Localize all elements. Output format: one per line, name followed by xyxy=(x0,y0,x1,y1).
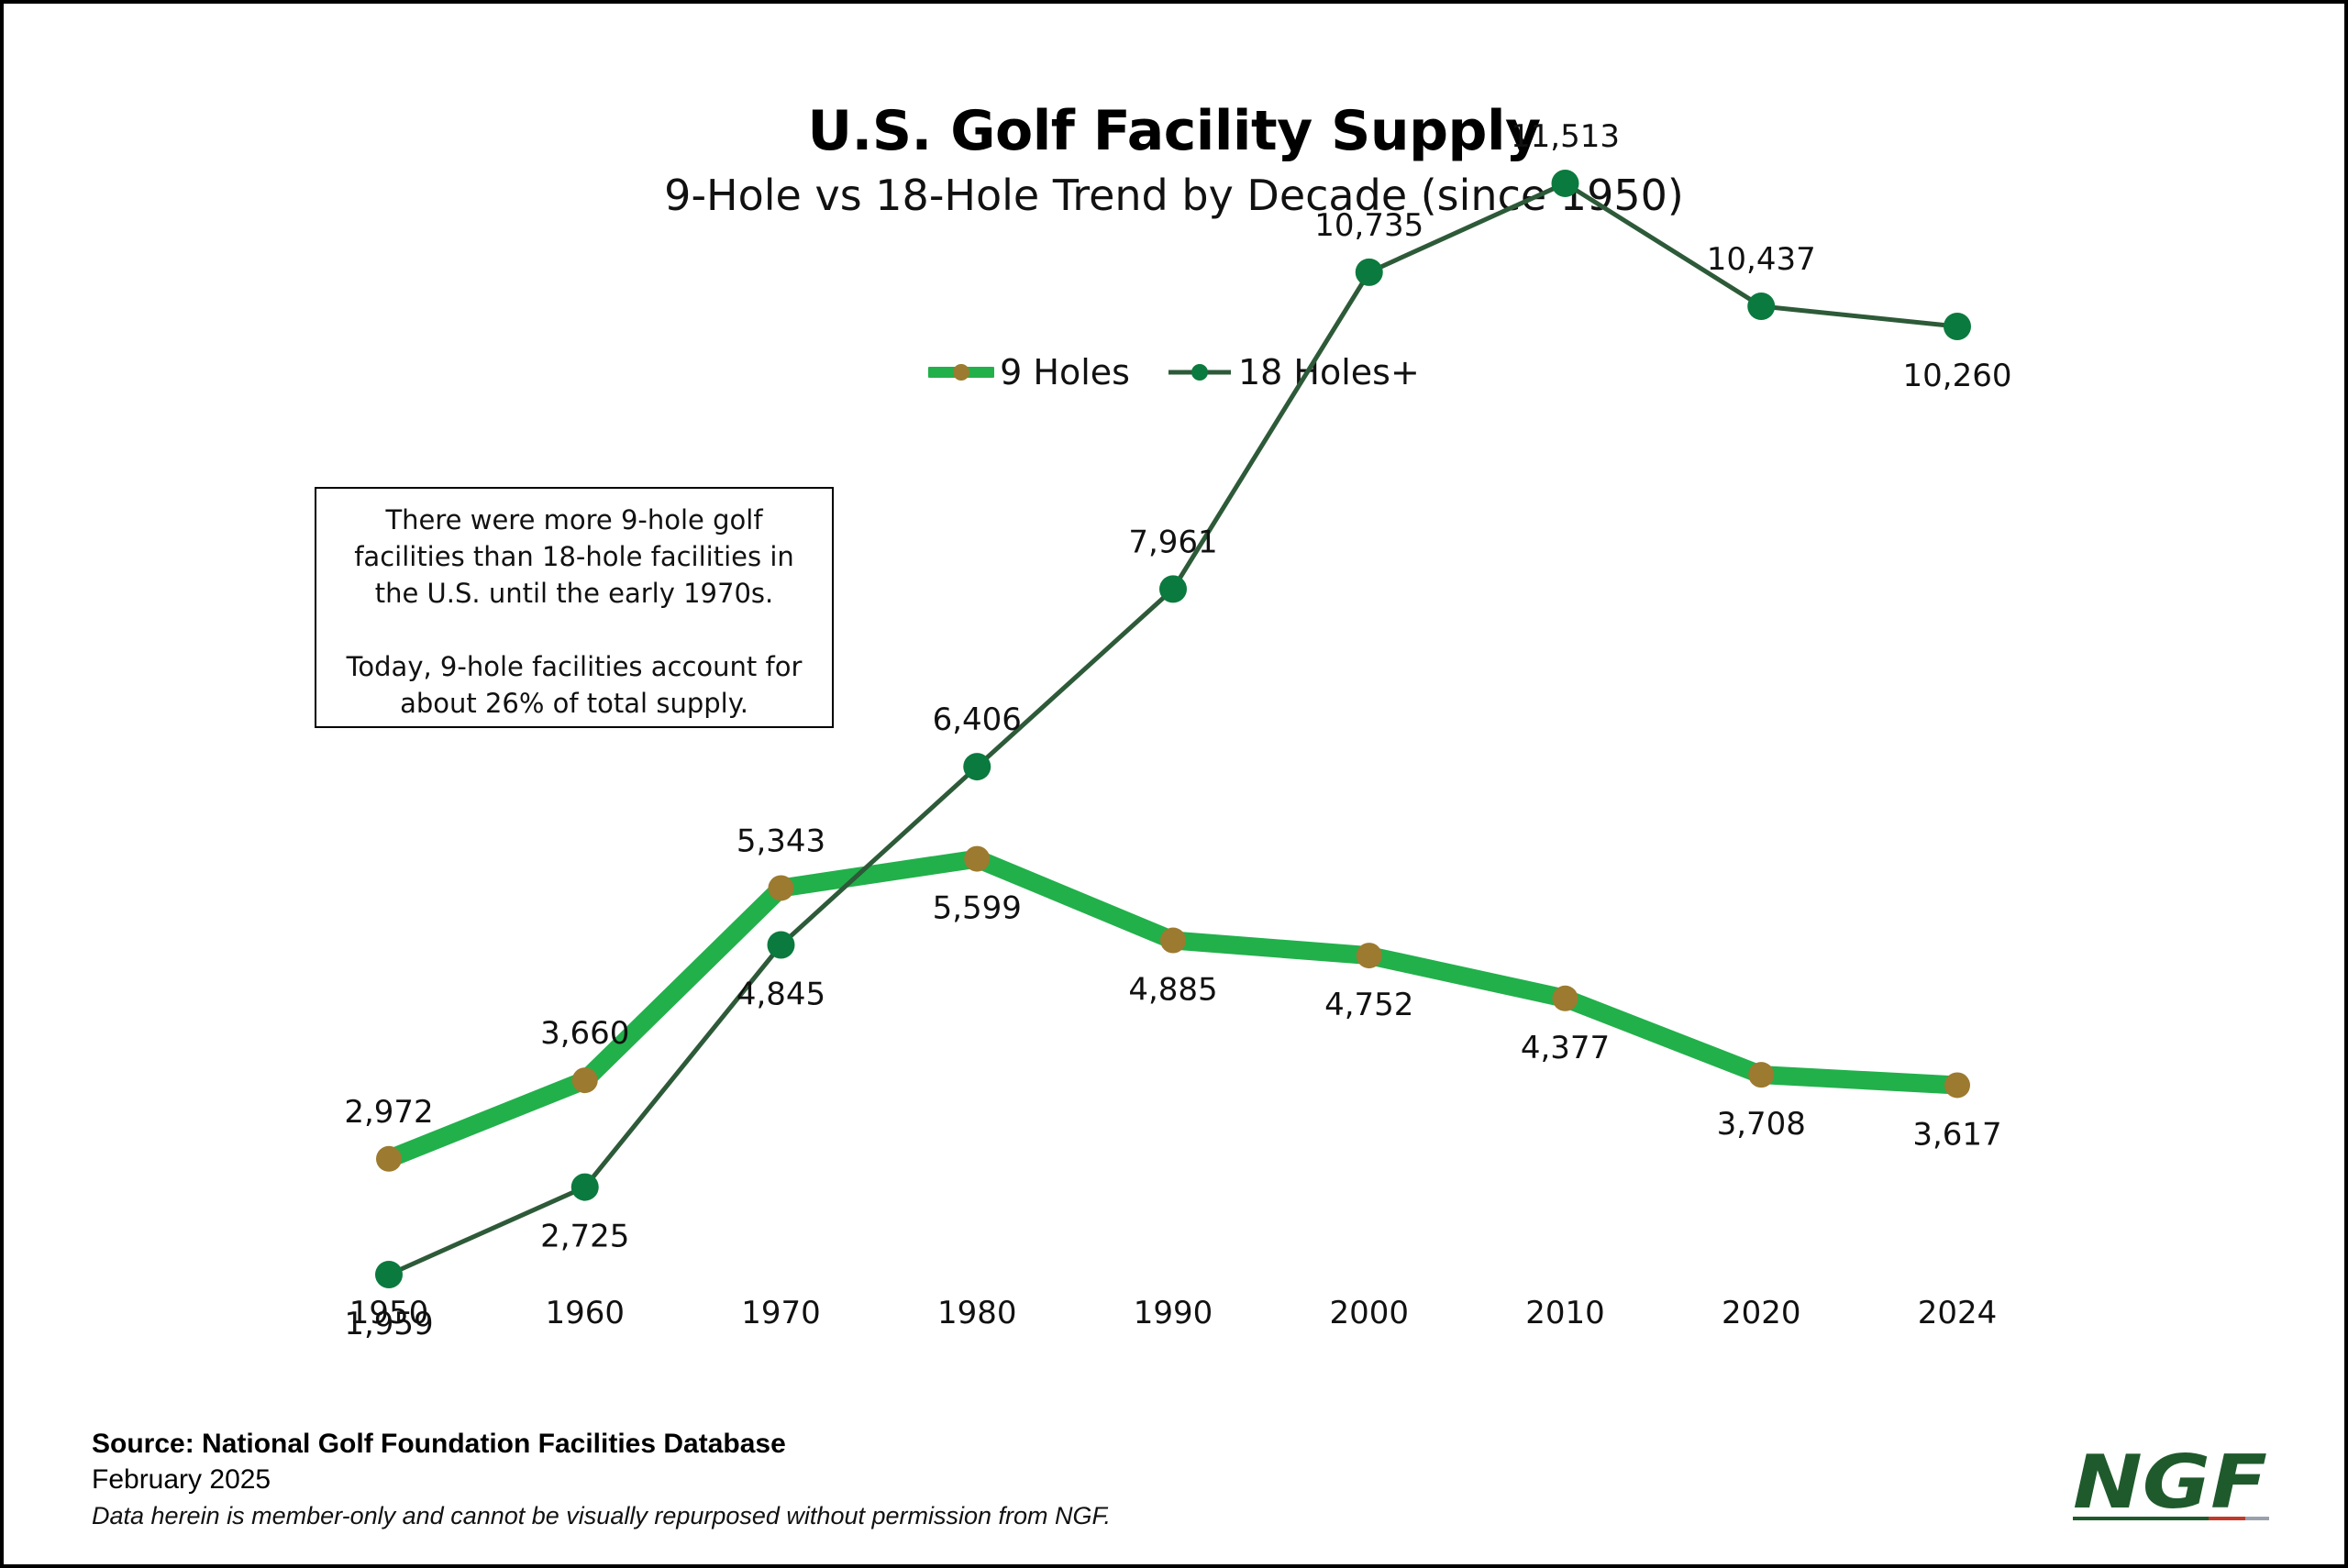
disclaimer-note: Data herein is member-only and cannot be… xyxy=(92,1502,1112,1529)
point-18-holes xyxy=(1551,169,1579,197)
point-9-holes xyxy=(1552,985,1578,1011)
chart-title: U.S. Golf Facility Supply xyxy=(807,99,1541,163)
data-label-18-holes: 1,959 xyxy=(344,1306,433,1342)
annotation-box: There were more 9-hole golf facilities t… xyxy=(315,487,834,728)
legend-item-9-holes: 9 Holes xyxy=(928,352,1130,392)
x-tick-label: 1980 xyxy=(937,1295,1017,1331)
data-label-18-holes: 10,260 xyxy=(1903,358,2012,394)
x-tick-label: 1950 xyxy=(349,1295,429,1331)
point-9-holes xyxy=(571,1067,598,1094)
legend-swatch-18-holes xyxy=(1168,364,1231,381)
legend-label-18-holes: 18 Holes+ xyxy=(1237,352,1420,392)
publish-date: February 2025 xyxy=(92,1464,271,1495)
point-18-holes xyxy=(1355,258,1383,286)
data-label-9-holes: 4,752 xyxy=(1324,987,1413,1023)
data-label-18-holes: 4,845 xyxy=(737,977,825,1013)
point-18-holes xyxy=(963,753,991,781)
point-18-holes xyxy=(1747,292,1776,320)
legend-label-9-holes: 9 Holes xyxy=(1000,352,1130,392)
point-9-holes xyxy=(376,1145,402,1172)
x-tick-label: 1970 xyxy=(741,1295,821,1331)
data-label-9-holes: 3,660 xyxy=(540,1015,629,1052)
data-label-9-holes: 5,599 xyxy=(933,890,1022,927)
data-label-9-holes: 4,377 xyxy=(1521,1030,1610,1066)
data-label-18-holes: 11,513 xyxy=(1511,118,1620,155)
data-label-18-holes: 10,437 xyxy=(1707,241,1816,278)
data-label-9-holes: 2,972 xyxy=(344,1094,433,1131)
data-label-9-holes: 3,708 xyxy=(1717,1106,1806,1143)
x-tick-label: 2020 xyxy=(1722,1295,1801,1331)
point-18-holes xyxy=(375,1260,403,1288)
x-tick-label: 1960 xyxy=(545,1295,625,1331)
data-label-9-holes: 4,885 xyxy=(1128,972,1217,1009)
ngf-logo: NGF xyxy=(2073,1441,2269,1525)
data-label-18-holes: 10,735 xyxy=(1314,207,1423,244)
data-label-9-holes: 5,343 xyxy=(737,823,825,859)
data-label-9-holes: 3,617 xyxy=(1912,1116,2001,1153)
point-9-holes xyxy=(1160,927,1186,954)
legend: 9 Holes 18 Holes+ xyxy=(0,352,2348,392)
annotation-text-2: Today, 9-hole facilities account for abo… xyxy=(346,651,803,719)
data-label-18-holes: 2,725 xyxy=(540,1219,629,1255)
data-label-18-holes: 7,961 xyxy=(1128,524,1217,560)
data-label-18-holes: 6,406 xyxy=(933,701,1022,738)
x-tick-label: 1990 xyxy=(1134,1295,1213,1331)
point-9-holes xyxy=(964,845,991,872)
annotation-text-1: There were more 9-hole golf facilities t… xyxy=(354,504,794,609)
svg-text:NGF: NGF xyxy=(2073,1441,2267,1525)
point-9-holes xyxy=(768,875,794,901)
chart-subtitle: 9-Hole vs 18-Hole Trend by Decade (since… xyxy=(664,171,1684,220)
point-18-holes xyxy=(1944,313,1971,341)
point-18-holes xyxy=(1159,575,1187,603)
source-note: Source: National Golf Foundation Facilit… xyxy=(92,1429,786,1459)
point-9-holes xyxy=(1944,1072,1970,1099)
point-18-holes xyxy=(570,1173,599,1201)
x-tick-label: 2010 xyxy=(1525,1295,1605,1331)
point-18-holes xyxy=(767,931,795,959)
point-9-holes xyxy=(1748,1062,1775,1088)
legend-swatch-9-holes xyxy=(928,364,995,381)
x-tick-label: 2000 xyxy=(1329,1295,1409,1331)
legend-item-18-holes: 18 Holes+ xyxy=(1167,352,1420,392)
x-tick-label: 2024 xyxy=(1918,1295,1998,1331)
point-9-holes xyxy=(1356,943,1382,969)
